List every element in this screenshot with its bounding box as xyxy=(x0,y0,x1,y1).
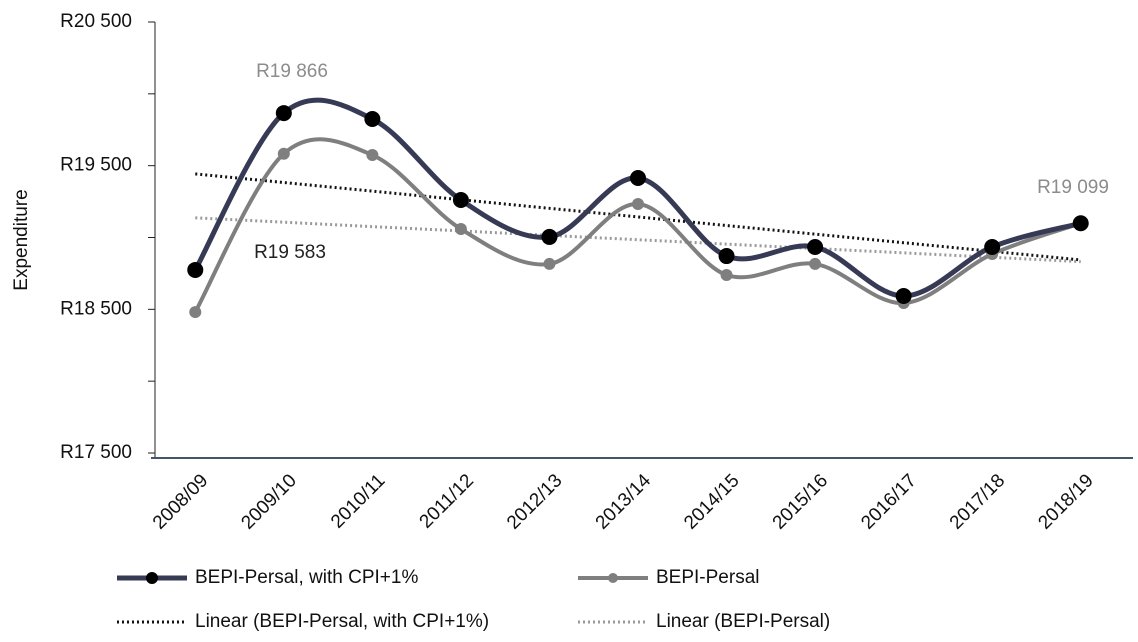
point xyxy=(189,306,202,319)
point xyxy=(366,149,379,162)
x-tick-label: 2012/13 xyxy=(503,470,566,533)
legend-label: Linear (BEPI-Persal, with CPI+1%) xyxy=(195,611,489,632)
point xyxy=(807,238,824,255)
point xyxy=(984,238,1001,255)
point xyxy=(454,223,467,236)
point xyxy=(895,287,912,304)
y-axis-title: Expenditure xyxy=(11,189,32,290)
x-tick-label: 2011/12 xyxy=(416,470,478,532)
legend-marker xyxy=(146,572,158,584)
point xyxy=(1072,215,1089,232)
point xyxy=(541,228,558,245)
y-tick-label: R17 500 xyxy=(60,442,132,463)
trend-line xyxy=(195,172,1081,262)
trend-line xyxy=(195,216,1081,264)
legend-marker xyxy=(608,573,618,583)
y-tick-label: R19 500 xyxy=(60,155,132,176)
annotation: R19 583 xyxy=(254,242,326,263)
point xyxy=(275,105,292,122)
x-tick-label: 2008/09 xyxy=(149,470,212,533)
x-tick-label: 2014/15 xyxy=(680,470,743,533)
legend-label: BEPI-Persal xyxy=(656,567,759,588)
point xyxy=(277,147,290,160)
x-tick-label: 2009/10 xyxy=(237,470,300,533)
point xyxy=(452,192,469,209)
y-tick-label: R20 500 xyxy=(60,11,132,32)
x-tick-label: 2013/14 xyxy=(592,470,656,534)
y-tick-label: R18 500 xyxy=(60,298,132,319)
x-tick-label: 2010/11 xyxy=(327,470,389,532)
series-line xyxy=(193,97,1082,299)
point xyxy=(809,257,822,270)
annotation: R19 099 xyxy=(1037,177,1109,198)
point xyxy=(720,268,733,281)
annotation: R19 866 xyxy=(256,61,328,82)
x-tick-label: 2017/18 xyxy=(946,470,1009,533)
x-tick-label: 2016/17 xyxy=(857,470,920,533)
point xyxy=(187,261,204,278)
legend-label: BEPI-Persal, with CPI+1% xyxy=(195,567,418,588)
point xyxy=(364,110,381,127)
point xyxy=(543,257,556,270)
legend-label: Linear (BEPI-Persal) xyxy=(656,611,830,632)
x-tick-label: 2018/19 xyxy=(1034,470,1097,533)
point xyxy=(718,248,735,265)
point xyxy=(632,198,644,211)
series-line xyxy=(193,137,1082,314)
x-tick-label: 2015/16 xyxy=(769,470,832,533)
point xyxy=(630,170,646,187)
